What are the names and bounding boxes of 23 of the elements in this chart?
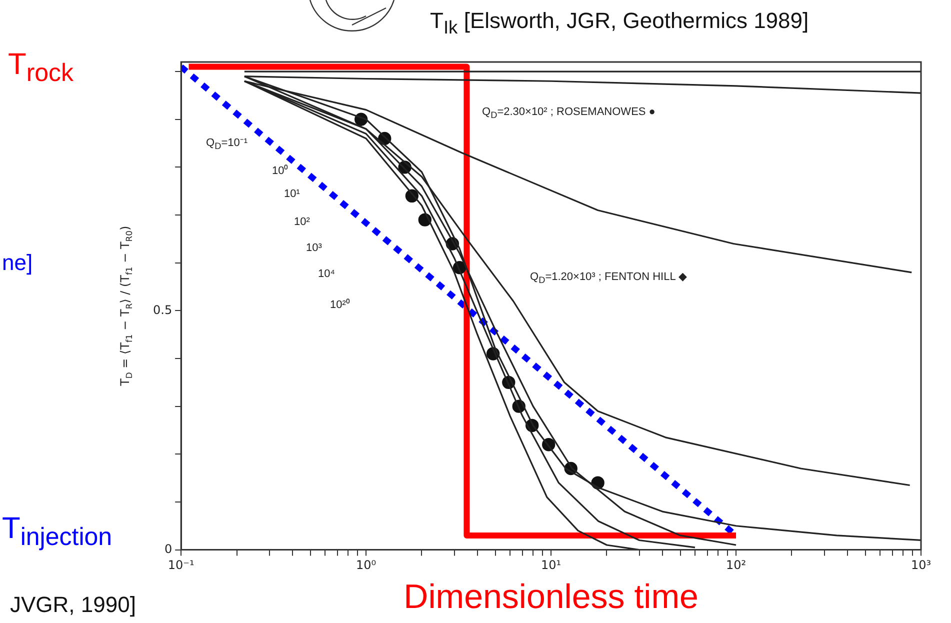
text: T$_{Ik}$ [Elsworth, JGR, Geothermics 1989] (430, 8, 809, 38)
text: ne] (2, 250, 33, 276)
annotation: 10⁴ (318, 268, 335, 280)
x-tick-label: 10⁻¹ (168, 558, 194, 572)
x-tick-label: 10⁰ (356, 558, 376, 572)
annotation: Q$_{D}$=1.20×10³ ; FENTON HILL ◆ (530, 270, 686, 286)
annotation: 10²⁰ (330, 298, 350, 311)
annotation: 10⁰ (272, 164, 288, 177)
annotation: Q$_{D}$=10⁻¹ (206, 136, 248, 152)
x-tick-label: 10² (726, 558, 746, 572)
annotation: 10³ (306, 242, 322, 254)
x-tick-label: 10³ (910, 558, 932, 572)
x-axis-title: Dimensionless time (404, 578, 698, 616)
y-tick-label: 0 (164, 542, 172, 556)
text: T$_{injection}$ (2, 512, 112, 552)
annotation: Q$_{D}$=2.30×10² ; ROSEMANOWES ● (482, 106, 656, 120)
text: JVGR, 1990] (10, 592, 136, 618)
x-tick-label: 10¹ (540, 558, 562, 572)
text: T$_{rock}$ (8, 48, 74, 88)
y-tick-label: 0.5 (152, 302, 172, 317)
annotation: 10² (294, 216, 310, 228)
annotation: 10¹ (284, 188, 300, 200)
text: TD = ⟨Tf1 − TR⟩ / (Tf1 − TR0) (118, 226, 134, 386)
